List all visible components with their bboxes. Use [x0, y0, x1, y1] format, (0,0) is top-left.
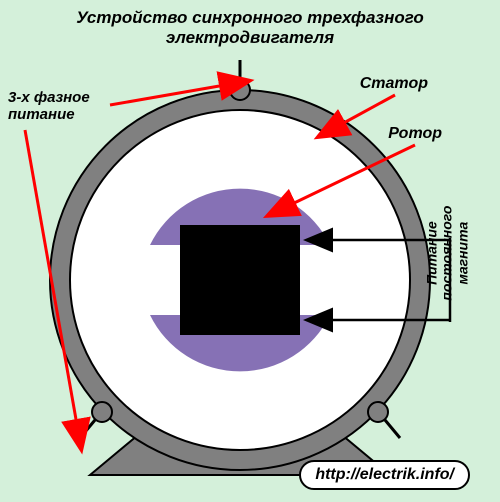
terminal-br — [368, 402, 388, 422]
source-url: http://electrik.info/ — [299, 460, 470, 490]
label-stator: Статор — [360, 75, 428, 93]
arrow-stator — [340, 95, 395, 125]
terminal-bl-wire — [80, 420, 95, 438]
label-magnet: Питаниепостоянногомагнита — [424, 206, 470, 301]
rotor-core — [180, 225, 300, 335]
terminal-br-wire — [385, 420, 400, 438]
terminal-bl — [92, 402, 112, 422]
label-rotor: Ротор — [388, 125, 442, 143]
diagram-title: Устройство синхронного трехфазного элект… — [0, 8, 500, 49]
terminal-top — [230, 80, 250, 100]
label-3phase: 3-х фазноепитание — [8, 90, 90, 123]
